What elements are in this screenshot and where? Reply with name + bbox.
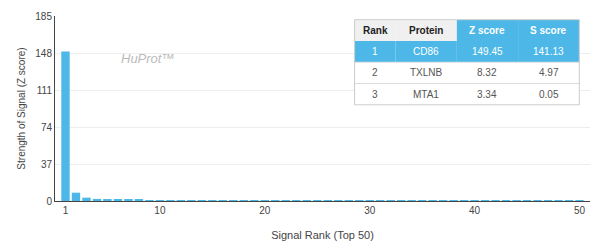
svg-text:1: 1 <box>63 205 69 216</box>
svg-text:3: 3 <box>372 89 378 100</box>
svg-text:Strength of Signal (Z score): Strength of Signal (Z score) <box>16 47 27 169</box>
svg-text:37: 37 <box>41 159 53 170</box>
svg-text:TXLNB: TXLNB <box>410 67 443 78</box>
svg-text:Rank: Rank <box>363 25 388 36</box>
svg-text:CD86: CD86 <box>413 46 439 57</box>
svg-text:4.97: 4.97 <box>539 67 559 78</box>
svg-text:MTA1: MTA1 <box>413 89 439 100</box>
svg-text:3.34: 3.34 <box>477 89 497 100</box>
svg-text:Signal Rank (Top 50): Signal Rank (Top 50) <box>271 229 374 241</box>
svg-text:141.13: 141.13 <box>533 46 564 57</box>
svg-text:185: 185 <box>35 11 52 22</box>
svg-text:111: 111 <box>37 85 53 96</box>
svg-text:149.45: 149.45 <box>472 46 503 57</box>
svg-text:30: 30 <box>364 205 376 216</box>
svg-text:2: 2 <box>372 67 378 78</box>
svg-text:10: 10 <box>154 205 166 216</box>
svg-text:0.05: 0.05 <box>539 89 559 100</box>
svg-text:74: 74 <box>41 122 53 133</box>
svg-text:1: 1 <box>372 46 378 57</box>
svg-text:S score: S score <box>530 25 567 36</box>
svg-text:Protein: Protein <box>409 25 443 36</box>
svg-text:40: 40 <box>469 205 481 216</box>
svg-text:Z score: Z score <box>469 25 505 36</box>
svg-text:0: 0 <box>46 196 52 207</box>
svg-text:8.32: 8.32 <box>477 67 497 78</box>
svg-text:50: 50 <box>574 205 586 216</box>
svg-text:148: 148 <box>35 48 52 59</box>
svg-text:HuProt™: HuProt™ <box>121 51 174 66</box>
svg-text:20: 20 <box>259 205 271 216</box>
